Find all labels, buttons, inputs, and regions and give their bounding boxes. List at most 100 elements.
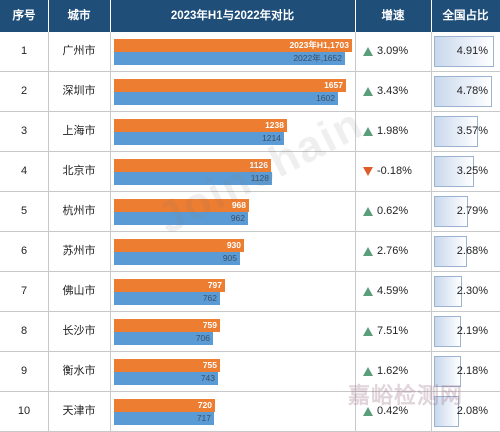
share-value: 4.78% [456, 85, 488, 97]
share-cell: 3.57% [434, 116, 494, 147]
row-divider [0, 231, 500, 232]
bar-2023-label: 1126 [249, 160, 268, 170]
share-value: 2.19% [456, 325, 488, 337]
bar-2023-label: 1238 [265, 120, 284, 130]
city-cell: 苏州市 [62, 245, 96, 257]
share-bar [434, 76, 492, 107]
bar-2023: 1126 [114, 159, 271, 172]
bar-2022-label: 962 [230, 213, 245, 223]
bar-2023: 720 [114, 399, 215, 412]
trend-up-icon [363, 367, 373, 376]
row-divider [0, 151, 500, 152]
column-divider [48, 32, 49, 432]
share-bar [434, 316, 461, 347]
rank-cell: 8 [20, 325, 28, 337]
table-row: 5 杭州市 968 962 0.62% 2.79% [0, 192, 500, 231]
trend-up-icon [363, 327, 373, 336]
bar-2023: 1657 [114, 79, 346, 92]
bar-2023-label: 968 [231, 200, 246, 210]
growth-cell: 0.62% [359, 192, 429, 231]
share-bar [434, 156, 474, 187]
bar-2023: 968 [114, 199, 249, 212]
bar-2023-label: 2023年H1,1703 [289, 40, 349, 50]
column-divider [431, 32, 432, 432]
row-divider [0, 391, 500, 392]
bar-2023-label: 797 [207, 280, 222, 290]
bar-2022-label: 743 [200, 373, 215, 383]
table-row: 8 长沙市 759 706 7.51% 2.19% [0, 312, 500, 351]
share-bar [434, 396, 459, 427]
city-cell: 上海市 [62, 125, 96, 137]
growth-cell: 2.76% [359, 232, 429, 271]
share-cell: 2.79% [434, 196, 494, 227]
growth-cell: 1.98% [359, 112, 429, 151]
share-cell: 3.25% [434, 156, 494, 187]
share-cell: 4.78% [434, 76, 494, 107]
rank-cell: 3 [20, 125, 28, 137]
bar-2022-label: 706 [195, 333, 210, 343]
share-value: 3.57% [456, 125, 488, 137]
bar-2022-label: 1602 [316, 93, 335, 103]
bar-2022: 2022年,1652 [114, 52, 345, 65]
share-value: 3.25% [456, 165, 488, 177]
table-row: 10 天津市 720 717 0.42% 2.08% [0, 392, 500, 431]
header-compare: 2023年H1与2022年对比 [170, 10, 295, 22]
share-cell: 2.08% [434, 396, 494, 427]
trend-down-icon [363, 167, 373, 176]
table-row: 9 衡水市 755 743 1.62% 2.18% [0, 352, 500, 391]
rank-cell: 1 [20, 45, 28, 57]
bar-2023: 930 [114, 239, 244, 252]
bar-2022: 1602 [114, 92, 338, 105]
bar-2022: 1214 [114, 132, 284, 145]
bar-2023-label: 759 [202, 320, 217, 330]
share-value: 2.79% [456, 205, 488, 217]
bar-2022-label: 762 [202, 293, 217, 303]
growth-value: 3.43% [377, 85, 409, 97]
growth-value: 7.51% [377, 325, 409, 337]
share-cell: 2.68% [434, 236, 494, 267]
table-row: 3 上海市 1238 1214 1.98% 3.57% [0, 112, 500, 151]
growth-value: 2.76% [377, 245, 409, 257]
bar-2022-label: 2022年,1652 [293, 53, 342, 63]
table-row: 2 深圳市 1657 1602 3.43% 4.78% [0, 72, 500, 111]
city-cell: 杭州市 [62, 205, 96, 217]
growth-cell: -0.18% [359, 152, 429, 191]
row-divider [0, 71, 500, 72]
city-cell: 佛山市 [62, 285, 96, 297]
city-cell: 衡水市 [62, 365, 96, 377]
bar-2022-label: 1128 [250, 173, 269, 183]
share-bar [434, 236, 467, 267]
trend-up-icon [363, 127, 373, 136]
header-divider [355, 0, 356, 32]
trend-up-icon [363, 407, 373, 416]
growth-cell: 0.42% [359, 392, 429, 431]
header-divider [110, 0, 111, 32]
growth-cell: 3.43% [359, 72, 429, 111]
city-cell: 深圳市 [62, 85, 96, 97]
growth-value: 3.09% [377, 45, 409, 57]
growth-cell: 4.59% [359, 272, 429, 311]
share-value: 2.18% [456, 365, 488, 377]
bar-2023: 797 [114, 279, 225, 292]
share-bar [434, 356, 461, 387]
table-row: 6 苏州市 930 905 2.76% 2.68% [0, 232, 500, 271]
share-value: 2.68% [456, 245, 488, 257]
bar-2023-label: 720 [197, 400, 212, 410]
rank-cell: 6 [20, 245, 28, 257]
trend-up-icon [363, 207, 373, 216]
growth-value: 0.62% [377, 205, 409, 217]
rank-cell: 4 [20, 165, 28, 177]
share-value: 4.91% [456, 45, 488, 57]
bar-2023: 1238 [114, 119, 287, 132]
trend-up-icon [363, 87, 373, 96]
bar-2023-label: 930 [226, 240, 241, 250]
share-cell: 2.30% [434, 276, 494, 307]
header-rank: 序号 [12, 10, 36, 22]
city-cell: 天津市 [62, 405, 96, 417]
header-growth: 增速 [381, 10, 405, 22]
bar-2023: 759 [114, 319, 220, 332]
growth-value: -0.18% [377, 165, 412, 177]
growth-cell: 7.51% [359, 312, 429, 351]
share-bar [434, 36, 494, 67]
